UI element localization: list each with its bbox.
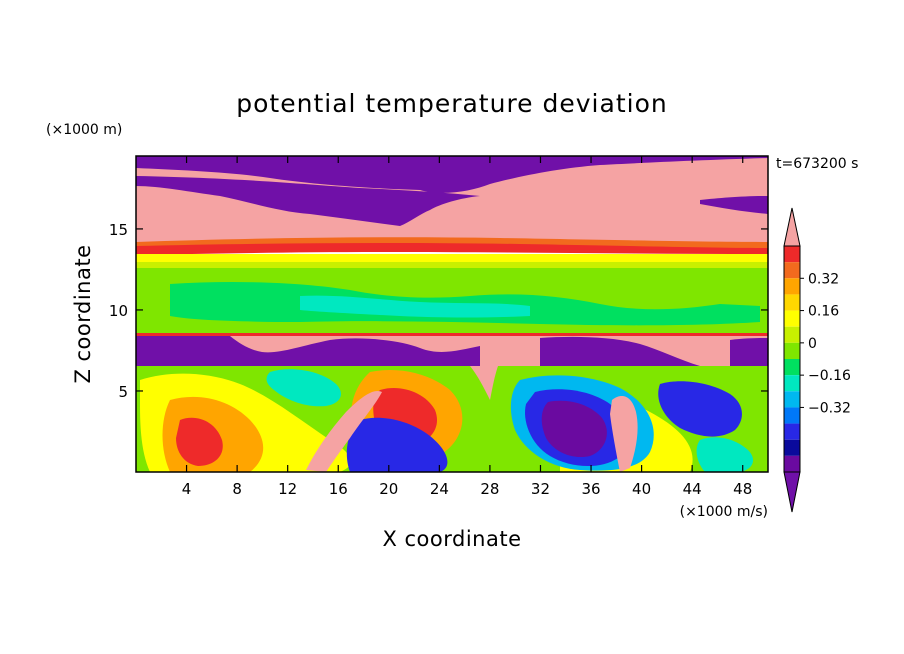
colorbar-tick-label: 0: [808, 336, 817, 352]
field-lower-eddy: [541, 400, 607, 458]
y-tick-label: 15: [109, 221, 128, 239]
colorbar-extend-bottom: [783, 471, 801, 513]
field-band-lime: [136, 262, 768, 270]
time-label: t=673200 s: [776, 156, 858, 172]
colorbar-segment: [784, 278, 800, 295]
colorbar-tick-label: −0.16: [808, 368, 851, 384]
y-tick-label: 10: [109, 302, 128, 320]
x-axis: 4 8 12 16 20 24 28 32 36 40 44 48: [182, 156, 752, 498]
colorbar-segment: [784, 455, 800, 472]
x-tick-label: 48: [733, 480, 752, 498]
y-unit-label: (×1000 m): [46, 122, 122, 138]
field-lower-layer-purple: [136, 336, 768, 366]
x-tick-label: 16: [329, 480, 348, 498]
colorbar-segment: [784, 326, 800, 343]
colorbar-tick-label: −0.32: [808, 400, 851, 416]
x-tick-label: 28: [480, 480, 499, 498]
y-axis: 5 10 15: [109, 221, 768, 401]
colorbar-segment: [784, 359, 800, 376]
x-tick-label: 4: [182, 480, 192, 498]
field-middle-teal-core: [300, 295, 530, 318]
chart-title: potential temperature deviation: [236, 89, 667, 118]
field-band-yellow: [136, 254, 768, 264]
x-tick-label: 32: [531, 480, 550, 498]
colorbar-frame: [783, 245, 801, 473]
y-axis-title: Z coordinate: [71, 244, 95, 383]
colorbar-segment: [784, 342, 800, 359]
colorbar-extend-top: [783, 207, 801, 247]
colorbar-segment: [784, 375, 800, 392]
x-tick-label: 40: [632, 480, 651, 498]
colorbar-tick-label: 0.32: [808, 271, 839, 287]
field-lower-eddy: [346, 381, 742, 472]
x-tick-label: 8: [232, 480, 242, 498]
contour-field: [136, 156, 768, 472]
field-upper-transition: [136, 242, 768, 255]
x-unit-label: (×1000 m/s): [680, 504, 768, 520]
colorbar-segment: [784, 391, 800, 408]
field-upper-purple-blobs: [136, 156, 768, 226]
colorbar-segment: [784, 439, 800, 456]
x-tick-label: 44: [683, 480, 702, 498]
colorbar-segment: [784, 423, 800, 440]
colorbar: 0.32 0.16 0 −0.16 −0.32: [783, 207, 851, 513]
x-tick-label: 12: [278, 480, 297, 498]
x-tick-label: 24: [430, 480, 449, 498]
x-axis-title: X coordinate: [382, 527, 521, 551]
colorbar-tick-label: 0.16: [808, 304, 839, 320]
colorbar-segment: [784, 407, 800, 424]
y-tick-label: 5: [118, 383, 128, 401]
colorbar-segment: [784, 246, 800, 263]
field-interface-line: [136, 333, 768, 336]
colorbar-segment: [784, 310, 800, 327]
field-lower-eddy: [140, 373, 693, 472]
colorbar-segment: [784, 294, 800, 311]
colorbar-segment: [784, 262, 800, 279]
field-lower-eddy: [266, 369, 754, 472]
x-tick-label: 20: [379, 480, 398, 498]
plot-frame: [135, 155, 769, 473]
x-tick-label: 36: [581, 480, 600, 498]
